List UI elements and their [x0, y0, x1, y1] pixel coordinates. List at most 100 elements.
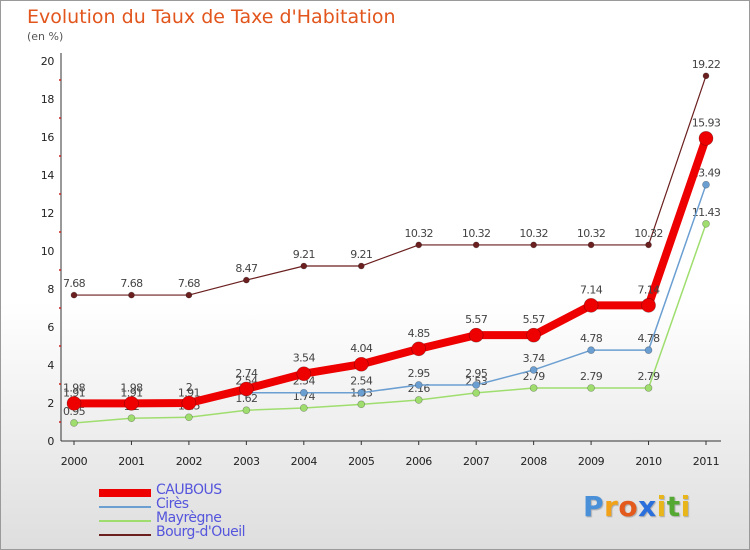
data-point	[702, 72, 710, 80]
x-tick-label: 2005	[348, 455, 375, 468]
data-label: 3.54	[293, 352, 316, 365]
data-label: 2.95	[408, 367, 431, 380]
data-label: 2.74	[235, 367, 258, 380]
y-tick-label: 8	[47, 283, 54, 296]
data-point	[357, 400, 366, 409]
logo-letter: P	[583, 490, 605, 523]
proxiti-logo: Proxiti	[583, 490, 691, 523]
data-label: 11.43	[692, 206, 721, 219]
data-point	[181, 395, 197, 411]
axes: 0 2 4 6 8 10 12 14 16 18 20 2000 2001 2002 2003 2004 200…	[41, 53, 721, 468]
data-point	[472, 381, 480, 389]
data-label: 2.54	[350, 375, 373, 388]
data-label: 1.91	[120, 387, 142, 400]
data-point	[70, 291, 78, 299]
data-label: 7.14	[580, 283, 603, 296]
y-tick-label: 4	[47, 359, 54, 372]
legend-swatch	[99, 520, 151, 522]
data-label: 1.91	[178, 387, 200, 400]
data-point	[127, 414, 136, 423]
logo-letter: o	[618, 490, 639, 523]
data-point	[641, 298, 656, 313]
data-label: 2.79	[523, 370, 546, 383]
data-label: 10.32	[404, 227, 433, 240]
legend-swatch	[99, 506, 151, 508]
data-point	[645, 241, 652, 249]
data-point	[414, 381, 423, 389]
data-point	[702, 180, 710, 189]
legend-label: CAUBOUS	[156, 482, 222, 498]
data-point	[587, 241, 595, 249]
x-tick-label: 2009	[578, 455, 605, 468]
data-point	[583, 298, 599, 313]
x-tick-label: 2004	[291, 455, 318, 468]
data-label: 1.91	[63, 387, 85, 400]
data-label: 4.85	[408, 327, 431, 340]
data-label: 5.57	[523, 313, 546, 326]
y-tick-label: 14	[41, 169, 55, 182]
x-tick-label: 2000	[61, 455, 88, 468]
data-point	[296, 366, 312, 382]
data-point	[239, 381, 254, 397]
data-label: 10.32	[462, 227, 491, 240]
data-label: 10.32	[577, 227, 606, 240]
data-label: 19.22	[692, 58, 721, 71]
y-tick-label: 6	[47, 321, 54, 334]
x-tick-label: 2003	[233, 455, 260, 468]
series-mayr-gne: 0.951.21.251.621.741.932.162.532.792.792…	[63, 206, 721, 427]
data-point	[587, 384, 595, 392]
data-label: 1.98	[120, 381, 143, 394]
data-label: 9.21	[350, 248, 372, 261]
data-label: 1.62	[235, 392, 257, 405]
legend-swatch	[99, 534, 151, 536]
logo-letter: x	[638, 490, 657, 523]
data-point	[66, 396, 82, 411]
x-tick-label: 2007	[463, 455, 490, 468]
data-point	[698, 131, 714, 146]
data-label: 4.78	[637, 332, 660, 345]
data-label: 2	[186, 381, 192, 394]
x-tick-label: 2008	[520, 455, 547, 468]
data-point	[128, 291, 135, 299]
data-point	[587, 346, 595, 354]
data-label: 4.04	[350, 342, 373, 355]
logo-letter: i	[656, 490, 667, 523]
y-tick-label: 16	[41, 131, 55, 144]
data-point	[530, 241, 537, 249]
legend-label: Bourg-d'Oueil	[156, 524, 246, 540]
logo-letter: t	[666, 490, 681, 523]
data-point	[357, 388, 366, 397]
data-label: 4.78	[580, 332, 603, 345]
data-point	[472, 389, 480, 397]
y-axis-unit: (en %)	[27, 30, 64, 43]
data-label: 2.79	[580, 370, 603, 383]
y-tick-label: 18	[41, 93, 55, 106]
data-label: 0.95	[63, 405, 86, 418]
y-tick-label: 0	[47, 435, 54, 448]
logo-letter: r	[604, 490, 619, 523]
y-tick-label: 2	[47, 397, 54, 410]
data-point	[185, 413, 193, 422]
data-label: 1.98	[63, 381, 86, 394]
data-point	[415, 241, 423, 249]
data-label: 2.95	[465, 367, 488, 380]
data-point	[70, 419, 78, 427]
x-tick-label: 2010	[635, 455, 662, 468]
legend-label: Cirès	[156, 496, 189, 512]
data-point	[529, 384, 538, 392]
x-tick-label: 2011	[693, 455, 719, 468]
series-line	[74, 137, 710, 408]
data-point	[644, 346, 653, 354]
legend-swatch	[99, 489, 151, 497]
data-point	[300, 404, 308, 412]
data-point	[472, 241, 480, 249]
data-label: 5.57	[465, 313, 488, 326]
data-point	[242, 406, 251, 415]
series-line	[74, 75, 707, 296]
data-label: 7.68	[63, 277, 86, 290]
series-bourg-d-oueil: 7.68 7.68 7.68 8.47 9.21 9.21 10.32 10.32 10.32 1…	[63, 58, 721, 299]
data-label: 7.68	[178, 277, 201, 290]
